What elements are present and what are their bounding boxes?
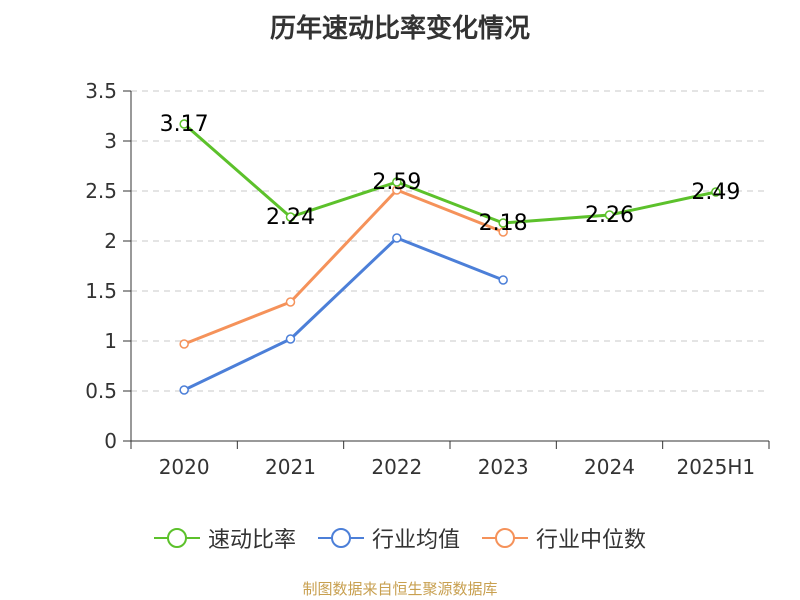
- legend-item-industry-mean[interactable]: 行业均值: [317, 522, 460, 554]
- y-tick-label: 3: [104, 129, 117, 153]
- data-label: 3.17: [160, 112, 209, 137]
- y-tick-label: 2.5: [85, 179, 117, 203]
- x-tick-label: 2025H1: [676, 455, 755, 479]
- data-label: 2.49: [691, 180, 740, 205]
- data-point: [179, 385, 189, 395]
- y-tick-label: 0.5: [85, 379, 117, 403]
- legend-marker-icon: [317, 526, 364, 550]
- data-label: 2.59: [372, 170, 421, 195]
- legend-label: 行业均值: [371, 528, 460, 553]
- chart-title: 历年速动比率变化情况: [269, 14, 530, 44]
- x-tick-label: 2020: [159, 455, 210, 479]
- data-point: [498, 227, 508, 237]
- data-point: [392, 233, 402, 243]
- y-tick-label: 3.5: [85, 79, 117, 103]
- data-labels: 3.17 2.24 2.59 2.18 2.26 2.49: [160, 112, 741, 236]
- data-point: [285, 297, 296, 307]
- legend: 速动比率 行业均值 行业中位数: [0, 522, 800, 554]
- legend-label: 速动比率: [207, 528, 296, 553]
- data-label: 2.26: [585, 203, 634, 228]
- series-line: [183, 188, 504, 346]
- data-point: [285, 334, 296, 344]
- data-point: [604, 210, 615, 220]
- data-point: [179, 339, 189, 349]
- gridlines: [131, 90, 769, 392]
- x-tick-label: 2023: [478, 455, 529, 479]
- y-tick-label: 1.5: [85, 279, 117, 303]
- data-point: [179, 119, 189, 129]
- data-point: [392, 177, 402, 187]
- series-lines: [179, 119, 721, 395]
- y-tick-label: 2: [104, 229, 117, 253]
- data-point: [285, 212, 296, 222]
- data-point: [711, 187, 721, 197]
- x-tick-label: 2021: [265, 455, 316, 479]
- data-label: 2.24: [266, 205, 315, 230]
- axes: 0 0.5 1 1.5 2 2.5 3 3.5 2020 2021 2022 2023 2024 2025…: [85, 79, 770, 479]
- series-line: [183, 122, 717, 225]
- y-tick-label: 1: [104, 329, 117, 353]
- legend-label: 行业中位数: [536, 528, 647, 553]
- legend-item-industry-median[interactable]: 行业中位数: [482, 522, 646, 554]
- legend-marker-icon: [153, 526, 200, 550]
- y-tick-label: 0: [104, 429, 117, 453]
- x-tick-label: 2022: [371, 455, 422, 479]
- legend-marker-icon: [482, 526, 528, 550]
- data-point: [498, 275, 508, 285]
- x-tick-label: 2024: [584, 455, 635, 479]
- data-label: 2.18: [479, 211, 528, 236]
- source-note: 制图数据来自恒生聚源数据库: [302, 580, 498, 598]
- legend-item-quick-ratio[interactable]: 速动比率: [153, 522, 296, 554]
- series-line: [183, 236, 504, 392]
- data-point: [498, 218, 508, 228]
